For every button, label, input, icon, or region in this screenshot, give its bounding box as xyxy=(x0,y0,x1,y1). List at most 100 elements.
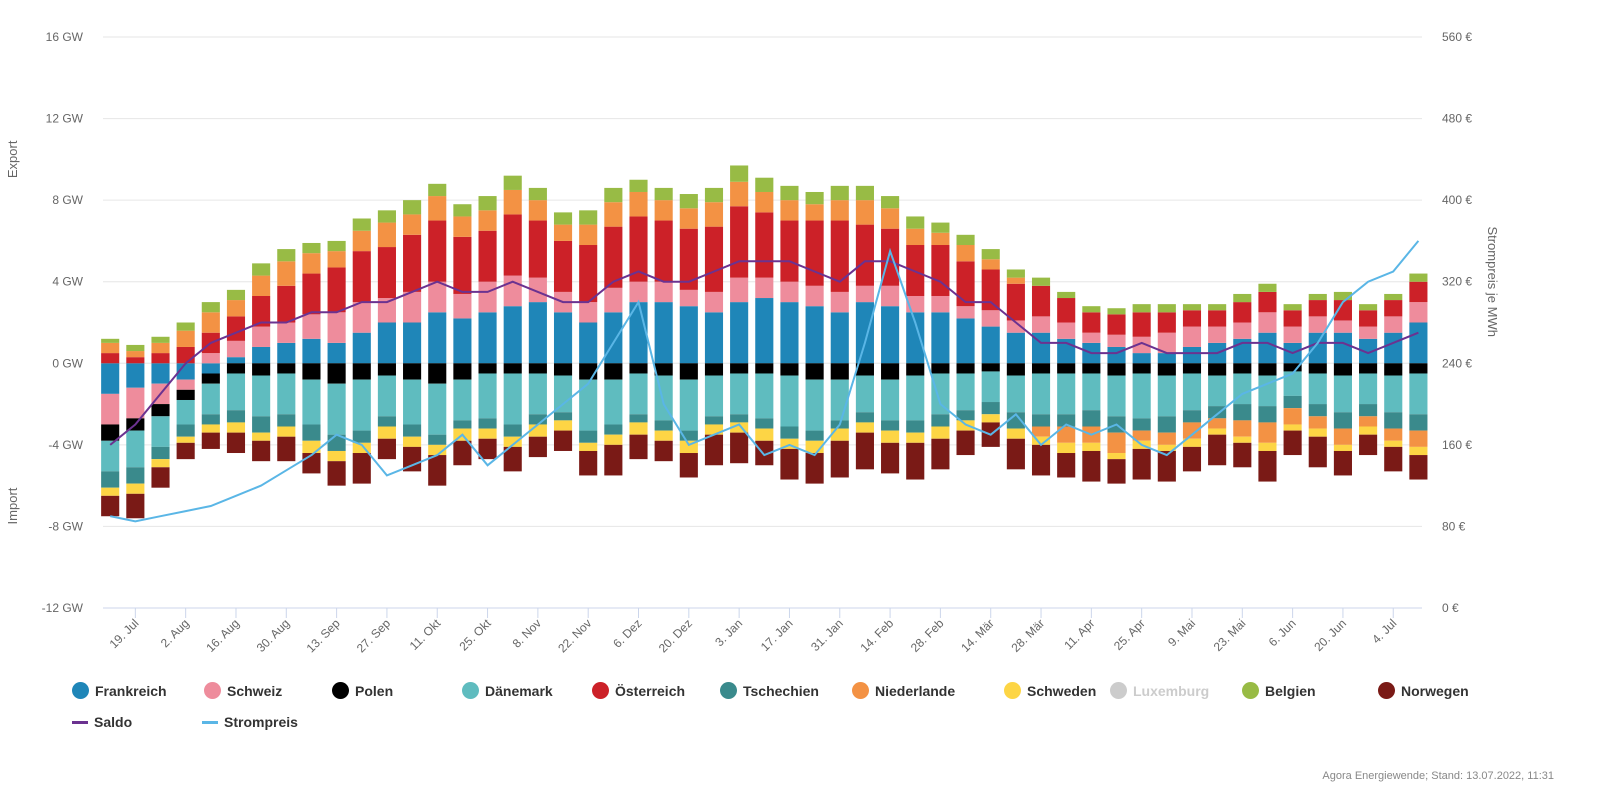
bar-belgien xyxy=(679,194,698,209)
bar-polen xyxy=(101,424,120,441)
bar-polen xyxy=(327,363,346,384)
bar-belgien xyxy=(1006,269,1025,278)
bar-polen xyxy=(1359,363,1378,374)
bar-frankreich xyxy=(1182,346,1202,364)
bar-norwegen xyxy=(579,450,598,476)
bar-schweden xyxy=(704,424,724,435)
bar-österreich xyxy=(176,346,195,364)
bar-belgien xyxy=(604,187,623,203)
bar-schweden xyxy=(1283,424,1302,431)
bar-polen xyxy=(478,363,497,374)
legend-item-strompreis[interactable]: Strompreis xyxy=(202,714,298,730)
bar-dänemark xyxy=(151,416,170,447)
bar-norwegen xyxy=(1006,438,1025,470)
bar-norwegen xyxy=(252,440,271,462)
bar-polen xyxy=(629,363,648,374)
bar-österreich xyxy=(855,224,874,286)
bar-tschechien xyxy=(981,402,1000,415)
bar-polen xyxy=(428,363,447,384)
bar-belgien xyxy=(830,185,849,201)
bar-dänemark xyxy=(201,383,220,415)
bar-niederlande xyxy=(1409,430,1428,447)
bar-norwegen xyxy=(805,453,824,484)
legend-item-dänemark[interactable]: Dänemark xyxy=(462,682,553,699)
bar-schweden xyxy=(176,436,195,443)
bar-niederlande xyxy=(453,216,472,237)
bar-belgien xyxy=(101,338,120,343)
bar-dänemark xyxy=(755,373,774,419)
bar-tschechien xyxy=(881,420,900,431)
bar-frankreich xyxy=(528,302,547,364)
bar-niederlande xyxy=(428,196,447,221)
bar-tschechien xyxy=(931,414,950,427)
legend-item-schweden[interactable]: Schweden xyxy=(1004,682,1096,699)
legend-label: Belgien xyxy=(1265,682,1316,699)
bar-polen xyxy=(453,363,472,380)
bar-frankreich xyxy=(302,338,321,364)
bar-tschechien xyxy=(1384,412,1403,429)
legend-item-luxemburg[interactable]: Luxemburg xyxy=(1110,682,1209,699)
bar-dänemark xyxy=(1157,375,1176,417)
bar-österreich xyxy=(1258,291,1277,313)
legend-item-österreich[interactable]: Österreich xyxy=(592,682,685,699)
bar-polen xyxy=(881,363,900,380)
bar-norwegen xyxy=(604,444,623,476)
legend-item-belgien[interactable]: Belgien xyxy=(1242,682,1316,699)
legend-item-frankreich[interactable]: Frankreich xyxy=(72,682,167,699)
bar-tschechien xyxy=(1057,414,1076,427)
bar-tschechien xyxy=(553,412,573,421)
bar-schweiz xyxy=(101,393,120,425)
bar-österreich xyxy=(428,220,447,282)
bar-schweden xyxy=(931,426,950,439)
bar-belgien xyxy=(176,322,195,331)
bar-tschechien xyxy=(780,426,799,439)
bar-tschechien xyxy=(1208,406,1227,419)
bar-tschechien xyxy=(201,414,220,425)
legend-item-tschechien[interactable]: Tschechien xyxy=(720,682,819,699)
legend-item-norwegen[interactable]: Norwegen xyxy=(1378,682,1469,699)
bar-belgien xyxy=(478,196,497,211)
bar-schweden xyxy=(855,422,874,433)
x-tick-label: 6. Dez xyxy=(610,616,644,650)
bar-niederlande xyxy=(403,214,422,235)
bar-dänemark xyxy=(1107,375,1126,417)
bar-frankreich xyxy=(277,342,296,364)
legend-item-saldo[interactable]: Saldo xyxy=(72,714,132,730)
bar-tschechien xyxy=(352,430,371,443)
bar-frankreich xyxy=(1384,332,1403,364)
bar-frankreich xyxy=(654,302,673,364)
bar-polen xyxy=(1057,363,1076,374)
x-tick-label: 20. Dez xyxy=(656,616,695,655)
legend-item-niederlande[interactable]: Niederlande xyxy=(852,682,955,699)
bar-norwegen xyxy=(1258,450,1277,482)
x-tick-label: 30. Aug xyxy=(254,616,293,655)
legend-label: Strompreis xyxy=(224,714,298,730)
bar-schweiz xyxy=(855,285,874,303)
bar-belgien xyxy=(730,165,749,182)
bar-schweden xyxy=(1082,442,1101,451)
legend-item-schweiz[interactable]: Schweiz xyxy=(204,682,282,699)
bar-schweiz xyxy=(1006,320,1025,333)
bar-polen xyxy=(277,363,296,374)
legend-item-polen[interactable]: Polen xyxy=(332,682,393,699)
bar-frankreich xyxy=(1157,353,1176,364)
bar-dänemark xyxy=(377,375,396,417)
bar-dänemark xyxy=(1333,375,1352,413)
bar-dänemark xyxy=(730,373,749,415)
bar-frankreich xyxy=(1107,346,1126,364)
bar-polen xyxy=(579,363,598,380)
bar-belgien xyxy=(704,187,724,203)
bar-schweiz xyxy=(654,281,673,303)
bar-frankreich xyxy=(1258,332,1277,364)
legend-label: Tschechien xyxy=(743,682,819,699)
bar-belgien xyxy=(981,249,1000,260)
bar-schweden xyxy=(780,438,799,449)
bar-schweiz xyxy=(881,285,900,307)
bar-dänemark xyxy=(830,379,849,421)
bar-dänemark xyxy=(1283,371,1302,396)
x-tick-label: 25. Okt xyxy=(456,616,494,654)
bar-norwegen xyxy=(1409,455,1428,480)
x-tick-label: 8. Nov xyxy=(510,616,544,650)
bar-niederlande xyxy=(1132,430,1151,441)
bar-belgien xyxy=(1359,304,1378,311)
